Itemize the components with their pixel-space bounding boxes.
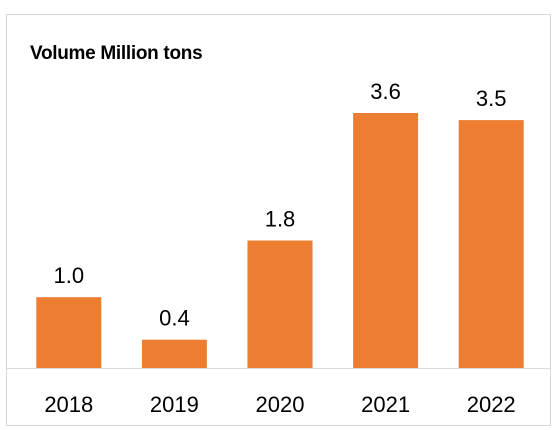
bar-2019 [141,339,207,368]
x-tick-labels: 2018 2019 2020 2021 2022 [44,392,515,417]
chart-title: Volume Million tons [30,43,203,64]
data-label-2018: 1.0 [54,263,85,288]
x-tick-2018: 2018 [44,392,93,417]
bars-layer [36,113,524,368]
x-tick-2020: 2020 [256,392,305,417]
bar-2020 [247,240,313,368]
data-label-2021: 3.6 [370,79,401,104]
data-label-2022: 3.5 [476,86,507,111]
x-tick-2021: 2021 [361,392,410,417]
bar-2021 [353,113,419,368]
x-tick-2022: 2022 [467,392,516,417]
data-label-2020: 1.8 [265,207,296,232]
data-label-2019: 0.4 [159,306,190,331]
bar-2022 [458,120,524,368]
bar-2018 [36,297,102,368]
x-tick-2019: 2019 [150,392,199,417]
labels-layer: 1.0 0.4 1.8 3.6 3.5 [54,79,507,331]
